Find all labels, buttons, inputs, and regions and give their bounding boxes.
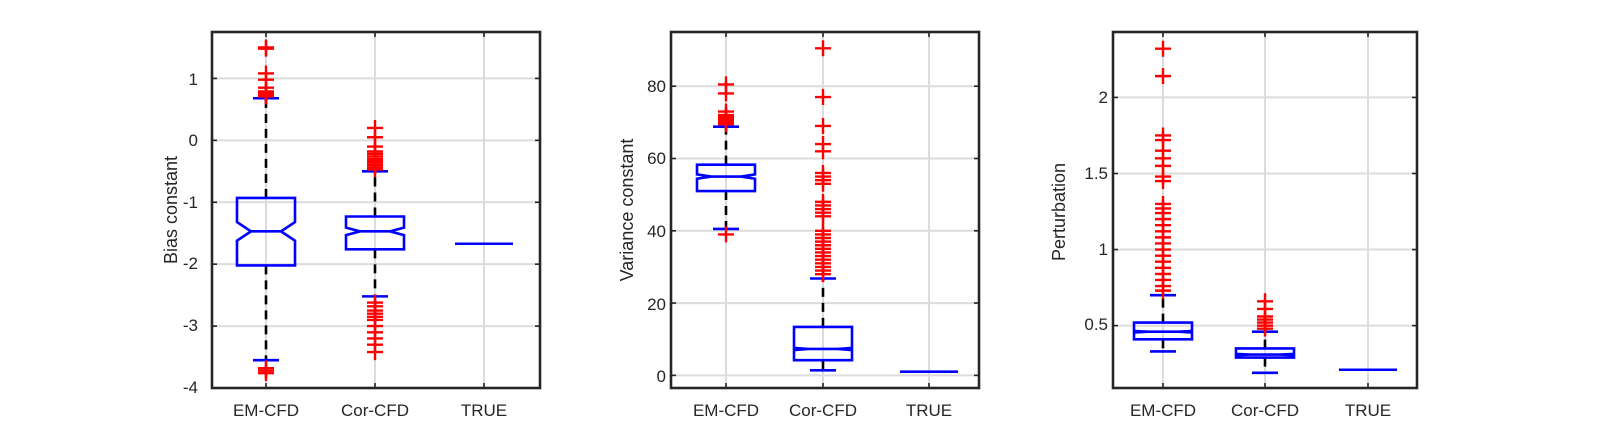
x-tick-label: EM-CFD [693, 401, 759, 420]
y-tick-label: 1 [189, 70, 198, 89]
axes-frame [669, 30, 981, 390]
y-tick-label: 0 [189, 131, 198, 150]
outlier-point [1155, 40, 1171, 57]
box-em-cfd [695, 76, 757, 243]
y-tick-label: 2 [1099, 88, 1108, 107]
notched-box [1132, 321, 1194, 341]
notched-box [235, 196, 297, 267]
axes-frame [210, 30, 542, 390]
y-tick-label: 0 [657, 367, 666, 386]
y-tick-label: 0.5 [1084, 315, 1108, 334]
outlier-point [258, 88, 274, 105]
outlier-point [815, 117, 831, 134]
box-cor-cfd [792, 40, 854, 372]
y-tick-label: -2 [183, 254, 198, 273]
box-cor-cfd [1234, 293, 1296, 375]
box-em-cfd [235, 39, 297, 382]
x-tick-label: TRUE [1345, 401, 1391, 420]
outlier-point [367, 161, 383, 178]
outlier-point [815, 143, 831, 160]
subplot-variance-constant: Variance constant EM-CFD Cor-CFD TRUE 0 … [617, 30, 981, 420]
y-tick-label: -1 [183, 193, 198, 212]
y-tick-label: 1.5 [1084, 164, 1108, 183]
x-tick-label: TRUE [461, 401, 507, 420]
y-tick-label: -3 [183, 316, 198, 335]
outlier-point [1155, 282, 1171, 299]
y-tick-label: 1 [1099, 240, 1108, 259]
outlier-point [258, 365, 274, 382]
x-tick-label: EM-CFD [1130, 401, 1196, 420]
notched-box [1234, 347, 1296, 359]
plot-area [212, 32, 540, 388]
notched-box [792, 325, 854, 362]
outlier-point [1155, 68, 1171, 85]
outlier-point [258, 40, 274, 57]
subplot-perturbation: Perturbation EM-CFD Cor-CFD TRUE 0.5 1 1… [1049, 30, 1419, 420]
x-tick-label: Cor-CFD [1231, 401, 1299, 420]
y-axis-label: Bias constant [161, 156, 181, 264]
notched-box [344, 215, 406, 251]
outlier-point [815, 40, 831, 57]
outlier-point [815, 266, 831, 283]
notched-box [695, 163, 757, 193]
outlier-point [815, 208, 831, 225]
plot-area [671, 32, 979, 388]
y-tick-label: 80 [647, 77, 666, 96]
outlier-point [367, 344, 383, 361]
y-tick-label: 40 [647, 222, 666, 241]
outlier-point [1257, 320, 1273, 337]
x-tick-label: EM-CFD [233, 401, 299, 420]
outlier-point [718, 116, 734, 133]
box-em-cfd [1132, 40, 1194, 353]
outlier-point [718, 85, 734, 102]
y-tick-label: -4 [183, 378, 198, 397]
outlier-point [815, 175, 831, 192]
x-tick-label: Cor-CFD [341, 401, 409, 420]
x-tick-label: TRUE [906, 401, 952, 420]
plot-area [1113, 32, 1417, 388]
y-tick-label: 20 [647, 295, 666, 314]
box-cor-cfd [344, 119, 406, 361]
outlier-point [815, 89, 831, 106]
outlier-point [718, 226, 734, 243]
y-axis-label: Perturbation [1049, 163, 1069, 261]
x-tick-label: Cor-CFD [789, 401, 857, 420]
subplot-bias-constant: Bias constant EM-CFD Cor-CFD TRUE -4 -3 … [161, 30, 542, 420]
y-axis-label: Variance constant [617, 139, 637, 282]
outlier-point [1155, 173, 1171, 190]
y-tick-label: 60 [647, 149, 666, 168]
